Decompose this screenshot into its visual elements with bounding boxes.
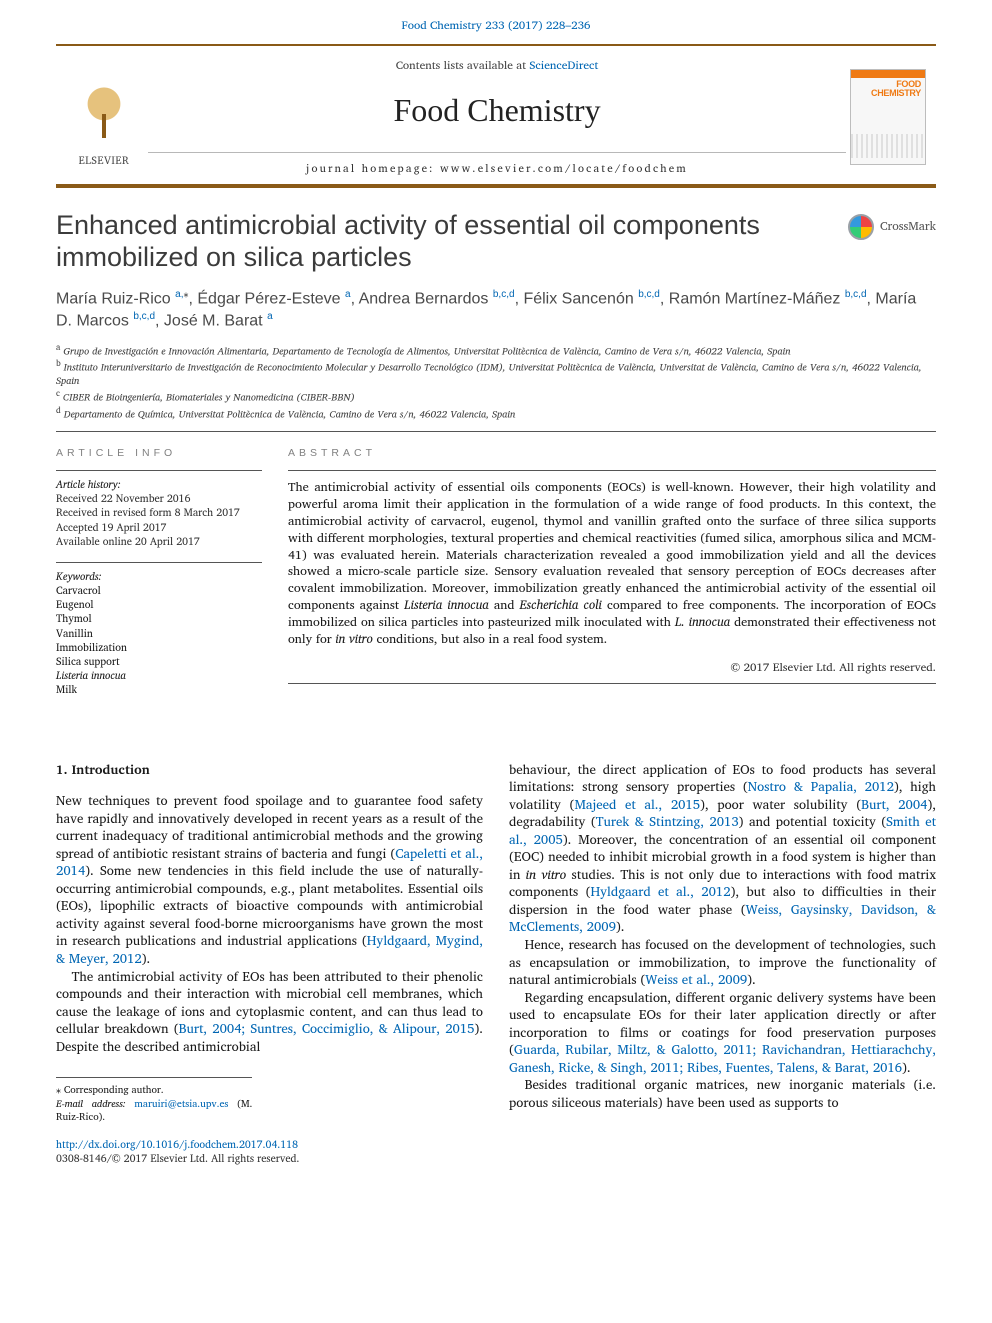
abstract-heading: ABSTRACT [288, 446, 936, 460]
crossmark-badge[interactable]: CrossMark [848, 214, 936, 240]
article-info-heading: ARTICLE INFO [56, 446, 262, 460]
keywords-block: Keywords: Carvacrol Eugenol Thymol Vanil… [56, 562, 262, 697]
author-list: María Ruiz-Rico a,⁎, Édgar Pérez-Esteve … [56, 288, 936, 332]
article-title: Enhanced antimicrobial activity of essen… [56, 210, 830, 274]
journal-cover-thumb: FOOD CHEMISTRY [850, 69, 926, 165]
citation-line: Food Chemistry 233 (2017) 228–236 [0, 0, 992, 44]
divider [56, 431, 936, 432]
journal-header: ELSEVIER Contents lists available at Sci… [56, 44, 936, 189]
body-col-right: behaviour, the direct application of EOs… [509, 761, 936, 1125]
affiliations: a Grupo de Investigación e Innovación Al… [56, 342, 936, 421]
journal-homepage: journal homepage: www.elsevier.com/locat… [148, 152, 846, 176]
crossmark-icon [848, 214, 874, 240]
publisher-name: ELSEVIER [64, 153, 144, 167]
body-col-left: 1. Introduction New techniques to preven… [56, 761, 483, 1125]
copyright-line: © 2017 Elsevier Ltd. All rights reserved… [288, 660, 936, 676]
divider [288, 683, 936, 684]
divider [288, 470, 936, 471]
publisher-logo: ELSEVIER [56, 67, 144, 167]
doi-block: http://dx.doi.org/10.1016/j.foodchem.201… [56, 1137, 936, 1165]
journal-name: Food Chemistry [144, 89, 850, 132]
corresponding-author-note: ⁎ Corresponding author. E-mail address: … [56, 1077, 252, 1125]
citation-link[interactable]: Food Chemistry 233 (2017) 228–236 [401, 16, 590, 35]
homepage-url[interactable]: www.elsevier.com/locate/foodchem [440, 159, 688, 177]
sciencedirect-link[interactable]: ScienceDirect [529, 56, 598, 75]
contents-line: Contents lists available at ScienceDirec… [144, 58, 850, 74]
article-history: Article history: Received 22 November 20… [56, 470, 262, 548]
abstract-text: The antimicrobial activity of essential … [288, 479, 936, 648]
elsevier-tree-icon [71, 75, 137, 151]
issn-line: 0308-8146/© 2017 Elsevier Ltd. All right… [56, 1149, 299, 1167]
section-heading: 1. Introduction [56, 761, 483, 779]
crossmark-label: CrossMark [880, 219, 936, 235]
email-link[interactable]: maruiri@etsia.upv.es [134, 1096, 228, 1112]
